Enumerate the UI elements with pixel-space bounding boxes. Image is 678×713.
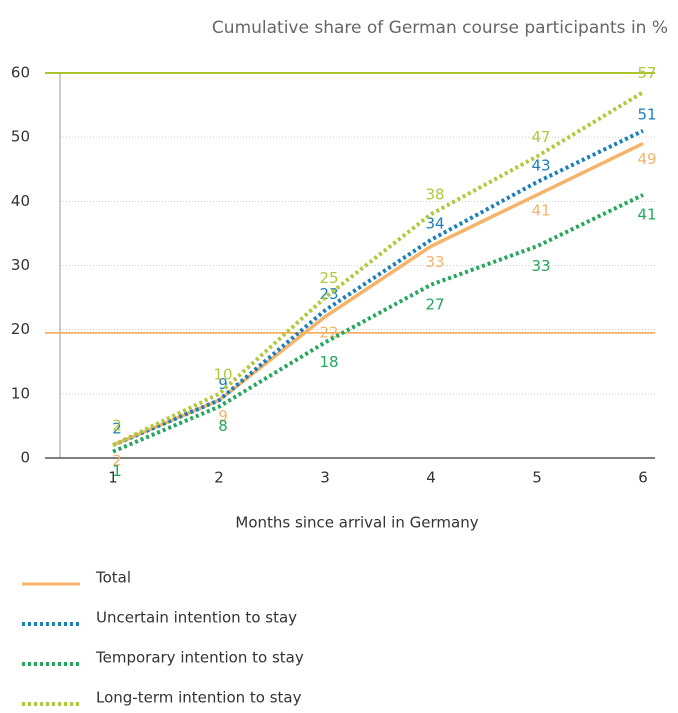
data-label: 9 [218, 407, 228, 425]
chart-subtitle: Cumulative share of German course partic… [212, 18, 668, 38]
y-tick-label: 40 [11, 192, 30, 210]
data-label: 38 [425, 186, 444, 204]
data-label: 8 [218, 417, 228, 435]
data-label: 33 [425, 253, 444, 271]
series-line [112, 142, 644, 447]
data-label: 9 [218, 375, 228, 393]
y-tick-label: 20 [11, 320, 30, 338]
series-line [112, 128, 644, 448]
x-tick-label: 5 [532, 469, 542, 487]
legend-label: Long-term intention to stay [96, 689, 302, 707]
data-label: 22 [319, 323, 338, 341]
data-label: 57 [637, 64, 656, 82]
x-tick-label: 3 [320, 469, 330, 487]
data-label: 27 [425, 295, 444, 313]
legend-label: Temporary intention to stay [95, 649, 304, 667]
data-label: 49 [637, 150, 656, 168]
data-label: 10 [213, 365, 232, 383]
series-line [112, 90, 645, 447]
data-label: 41 [531, 201, 550, 219]
data-label: 34 [425, 214, 444, 232]
data-label: 25 [319, 269, 338, 287]
data-label: 1 [112, 462, 122, 480]
y-tick-label: 0 [20, 449, 30, 467]
legend-label: Uncertain intention to stay [96, 609, 297, 627]
x-tick-label: 4 [426, 469, 436, 487]
x-axis-label: Months since arrival in Germany [235, 514, 478, 532]
data-label: 2 [112, 452, 122, 470]
x-tick-label: 6 [638, 469, 648, 487]
data-label: 2 [112, 420, 122, 438]
legend-label: Total [95, 569, 131, 587]
y-tick-label: 30 [11, 256, 30, 274]
data-label: 2 [112, 417, 122, 435]
y-tick-label: 10 [11, 384, 30, 402]
data-label: 51 [637, 105, 656, 123]
y-tick-label: 50 [11, 128, 30, 146]
data-label: 43 [531, 157, 550, 175]
data-label: 41 [637, 205, 656, 223]
series-line [112, 193, 644, 454]
x-tick-label: 2 [214, 469, 224, 487]
data-label: 33 [531, 257, 550, 275]
data-label: 47 [531, 128, 550, 146]
x-tick-label: 1 [108, 469, 118, 487]
y-tick-label: 60 [11, 64, 30, 82]
data-label: 18 [319, 353, 338, 371]
